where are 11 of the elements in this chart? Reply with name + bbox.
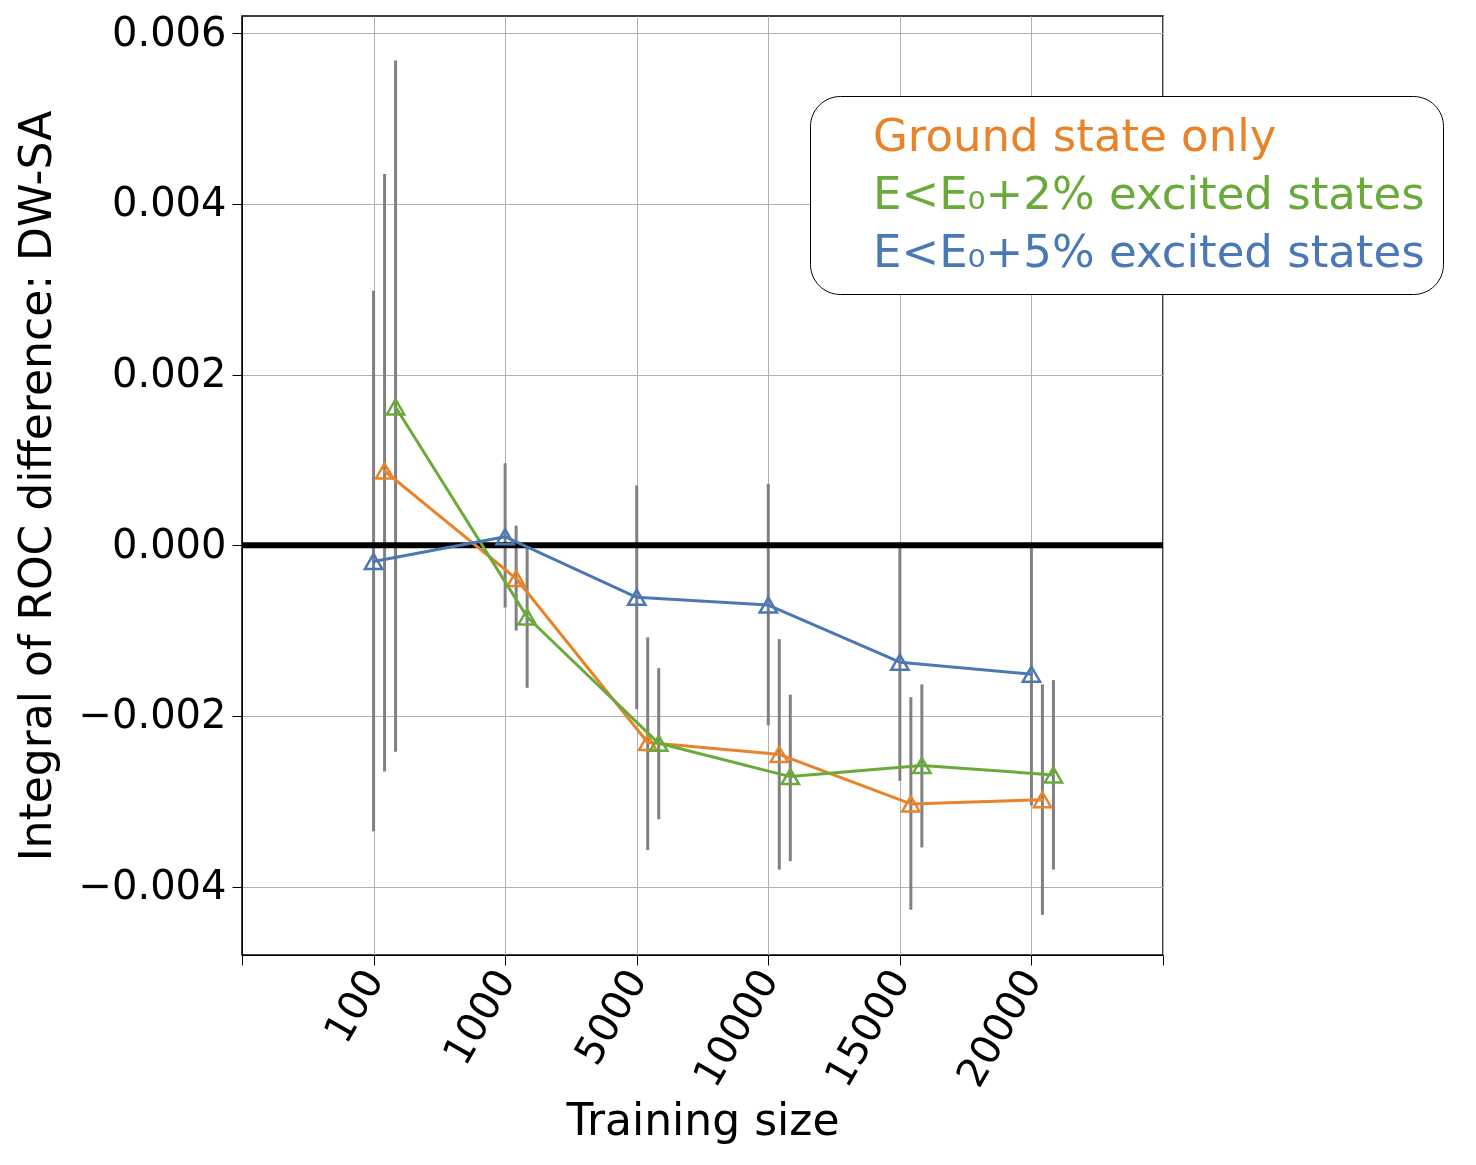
- text: E<E₀+2% excited states: [873, 166, 1425, 220]
- text: Ground state only: [873, 108, 1277, 162]
- y-tick-label: −0.002: [78, 691, 227, 738]
- y-tick-label: 0.000: [111, 520, 227, 567]
- y-tick-label: 0.002: [111, 350, 227, 397]
- y-tick-label: −0.004: [78, 862, 227, 909]
- y-axis-title: Integral of ROC difference: DW-SA: [10, 110, 62, 862]
- text: E<E₀+5% excited states: [873, 224, 1425, 278]
- x-axis-title: Training size: [565, 1093, 840, 1145]
- y-tick-label: 0.006: [111, 8, 227, 55]
- y-tick-label: 0.004: [111, 179, 227, 226]
